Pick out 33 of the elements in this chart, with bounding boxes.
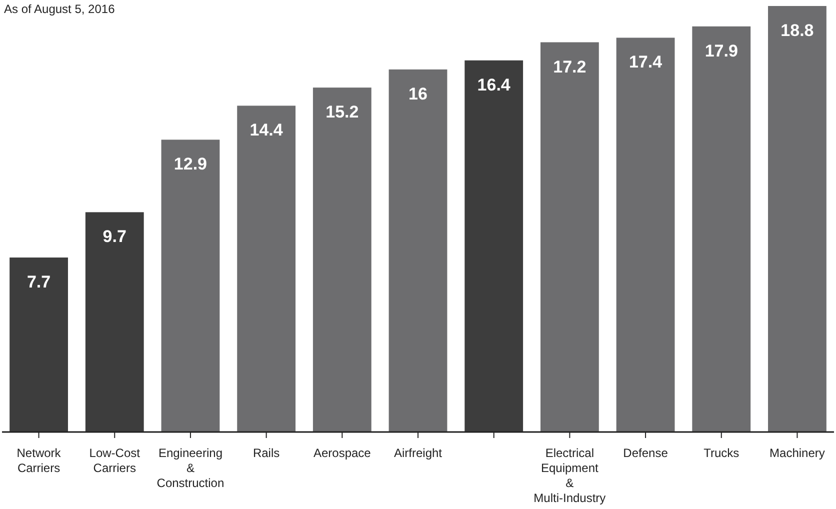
bar [768,6,826,432]
bar [312,88,372,432]
data-label: 18.8 [780,21,814,40]
bar [692,26,751,432]
x-tick-label: Rails [252,446,280,460]
bar [237,106,296,432]
data-label: 7.7 [26,272,51,292]
bar [161,140,220,432]
bar [10,258,68,432]
x-tick-label: Network Carriers [16,446,62,475]
data-label: 9.7 [102,227,126,246]
x-tick-label: Defense [623,446,668,460]
chart-subtitle: As of August 5, 2016 [4,2,116,16]
data-label: 14.4 [250,120,284,140]
data-label: 15.2 [326,102,359,122]
x-tick-label: Airfreight [394,446,443,460]
data-label: 17.4 [628,52,663,72]
data-label: 16.4 [477,75,511,94]
bar [85,212,144,432]
x-tick-label: Aerospace [313,446,372,460]
bar [540,42,599,432]
x-tick-label: Trucks [704,446,740,460]
bar [464,60,524,432]
data-label: 17.2 [553,57,586,76]
x-tick-label: Machinery [770,446,825,460]
data-label: 12.9 [174,154,208,174]
bar [388,69,448,432]
data-label: 16 [408,84,428,104]
data-label: 17.9 [704,41,738,60]
bar [616,38,675,432]
x-tick-label: Low-Cost Carriers [89,446,141,475]
x-tick-label: Engineering & Construction [156,446,224,490]
x-tick-label: Electrical Equipment & Multi-Industry [534,446,606,505]
